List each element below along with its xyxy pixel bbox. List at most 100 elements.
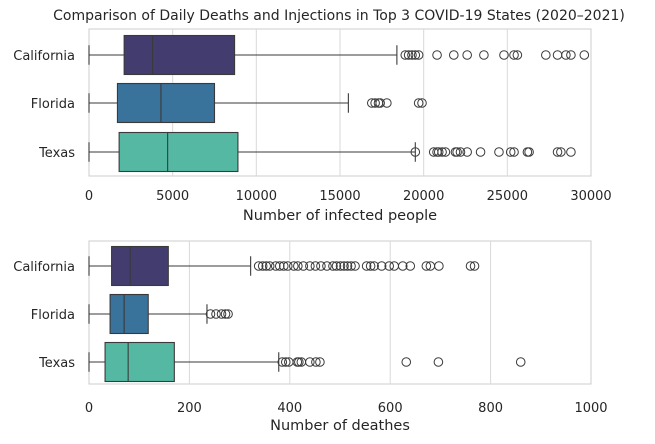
outlier-deaths-texas-1 xyxy=(280,357,291,367)
chart-title: Comparison of Daily Deaths and Injection… xyxy=(53,8,625,24)
outlier-infected-florida-5 xyxy=(413,98,424,108)
outlier-infected-florida-6 xyxy=(417,98,427,108)
outlier-deaths-california-18 xyxy=(339,261,349,271)
outlier-infected-texas-4 xyxy=(437,147,447,157)
outlier-infected-texas-12 xyxy=(505,147,516,157)
outlier-infected-texas-17 xyxy=(556,147,566,157)
outlier-infected-texas-15 xyxy=(524,147,534,157)
box-deaths-florida xyxy=(109,293,149,335)
outlier-deaths-california-9 xyxy=(293,261,303,271)
outlier-infected-california-9 xyxy=(499,50,509,60)
x-tick-infected-0: 0 xyxy=(85,189,93,204)
outlier-infected-california-1 xyxy=(403,50,414,60)
outlier-deaths-texas-4 xyxy=(294,357,304,367)
box-infected-california xyxy=(123,34,236,76)
box-deaths-texas xyxy=(104,341,175,383)
outlier-deaths-california-28 xyxy=(397,261,408,271)
category-labels-deaths: California Florida Texas xyxy=(13,260,75,371)
outlier-deaths-california-26 xyxy=(384,261,394,271)
deaths-boxplot-panel: California Florida Texas 0 200 400 600 800 1000… xyxy=(13,240,608,434)
category-label-deaths-california: California xyxy=(13,260,75,275)
outlier-infected-florida-4 xyxy=(382,98,392,108)
outlier-deaths-california-12 xyxy=(310,261,321,271)
outlier-deaths-california-11 xyxy=(305,261,315,271)
outlier-deaths-california-5 xyxy=(274,261,285,271)
outlier-infected-california-6 xyxy=(448,50,459,60)
box-deaths-california xyxy=(111,245,169,287)
outlier-deaths-california-14 xyxy=(322,261,332,271)
outlier-infected-california-5 xyxy=(432,50,442,60)
outlier-infected-texas-11 xyxy=(494,147,504,157)
x-axis-label-infected: Number of infected people xyxy=(243,208,437,224)
outlier-deaths-california-4 xyxy=(270,261,281,271)
x-tick-infected-5000: 5000 xyxy=(156,189,189,204)
box-infected-florida xyxy=(116,82,216,124)
outlier-deaths-florida-1 xyxy=(211,309,221,319)
box-infected-texas xyxy=(118,131,239,173)
outlier-deaths-california-2 xyxy=(261,261,272,271)
outlier-infected-texas-8 xyxy=(455,147,466,157)
x-axis-label-deaths: Number of deathes xyxy=(270,418,410,434)
x-tick-deaths-800: 800 xyxy=(478,401,503,416)
outlier-infected-texas-10 xyxy=(475,147,486,157)
outlier-deaths-florida-2 xyxy=(216,309,227,319)
category-label-infected-florida: Florida xyxy=(31,97,75,112)
outlier-deaths-california-10 xyxy=(298,261,309,271)
outlier-infected-texas-0 xyxy=(410,147,421,157)
outlier-infected-california-11 xyxy=(512,50,523,60)
outlier-infected-texas-13 xyxy=(509,147,519,157)
outlier-infected-florida-1 xyxy=(370,98,380,108)
boxes-infected xyxy=(88,34,590,173)
outlier-deaths-california-16 xyxy=(331,261,342,271)
infected-boxplot-panel: California Florida Texas 0 5000 10000 15000 20… xyxy=(13,28,612,224)
outlier-deaths-texas-11 xyxy=(515,357,526,367)
outlier-deaths-california-32 xyxy=(434,261,444,271)
x-tick-labels-infected: 0 5000 10000 15000 20000 25000 30000 xyxy=(85,189,612,204)
x-tick-infected-10000: 10000 xyxy=(236,189,277,204)
category-label-infected-california: California xyxy=(13,49,75,64)
outlier-deaths-texas-6 xyxy=(305,357,315,367)
outlier-infected-california-14 xyxy=(561,50,571,60)
outlier-infected-texas-3 xyxy=(433,147,444,157)
category-label-infected-texas: Texas xyxy=(38,146,75,161)
x-tick-labels-deaths: 0 200 400 600 800 1000 xyxy=(85,401,608,416)
outlier-deaths-california-30 xyxy=(421,261,432,271)
category-label-deaths-texas: Texas xyxy=(38,356,75,371)
x-tick-deaths-400: 400 xyxy=(277,401,302,416)
outlier-deaths-texas-10 xyxy=(433,357,444,367)
boxes-deaths xyxy=(88,245,526,383)
outlier-deaths-california-29 xyxy=(405,261,416,271)
x-tick-infected-25000: 25000 xyxy=(487,189,528,204)
x-tick-infected-30000: 30000 xyxy=(570,189,611,204)
outlier-infected-texas-5 xyxy=(440,147,451,157)
outlier-deaths-florida-4 xyxy=(223,309,233,319)
outlier-deaths-california-24 xyxy=(369,261,379,271)
x-tick-infected-20000: 20000 xyxy=(403,189,444,204)
outlier-infected-texas-18 xyxy=(566,147,576,157)
outlier-deaths-california-13 xyxy=(316,261,326,271)
outlier-deaths-california-15 xyxy=(328,261,338,271)
outlier-deaths-california-22 xyxy=(361,261,372,271)
outlier-infected-california-2 xyxy=(407,50,417,60)
outlier-deaths-california-33 xyxy=(465,261,476,271)
outlier-infected-california-15 xyxy=(566,50,576,60)
outlier-deaths-texas-7 xyxy=(311,357,321,367)
outlier-infected-florida-3 xyxy=(375,98,385,108)
outlier-deaths-california-25 xyxy=(376,261,387,271)
outlier-deaths-california-7 xyxy=(282,261,293,271)
outlier-infected-california-10 xyxy=(509,50,519,60)
x-tick-deaths-200: 200 xyxy=(177,401,202,416)
outlier-infected-california-3 xyxy=(410,50,421,60)
outlier-infected-california-4 xyxy=(413,50,424,60)
outlier-infected-california-16 xyxy=(579,50,590,60)
outlier-infected-california-7 xyxy=(462,50,472,60)
outlier-deaths-florida-0 xyxy=(205,309,216,319)
outlier-deaths-california-20 xyxy=(346,261,356,271)
x-tick-deaths-1000: 1000 xyxy=(574,401,607,416)
outlier-deaths-california-21 xyxy=(350,261,360,271)
outlier-deaths-florida-3 xyxy=(220,309,231,319)
x-tick-deaths-0: 0 xyxy=(85,401,93,416)
outlier-deaths-california-0 xyxy=(253,261,264,271)
outlier-deaths-california-1 xyxy=(257,261,268,271)
outlier-deaths-california-6 xyxy=(278,261,289,271)
